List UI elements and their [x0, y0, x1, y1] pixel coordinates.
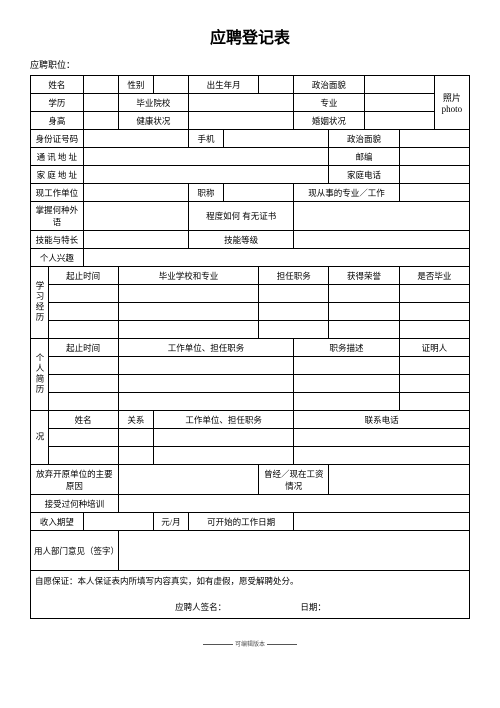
label-postcode: 邮编	[329, 148, 399, 166]
field-health[interactable]	[188, 112, 293, 130]
field-salaryhist[interactable]	[329, 465, 470, 495]
label-homeaddr: 家 庭 地 址	[31, 166, 84, 184]
field-hobby[interactable]	[83, 249, 469, 267]
label-edu: 学历	[31, 94, 84, 112]
section-family: 家庭成员情况	[31, 411, 49, 465]
field-homeaddr[interactable]	[83, 166, 329, 184]
label-id: 身份证号码	[31, 130, 84, 148]
field-level[interactable]	[294, 202, 470, 231]
field-skilllevel[interactable]	[294, 231, 470, 249]
field-name[interactable]	[83, 76, 118, 94]
fam-row[interactable]	[48, 447, 118, 465]
position-label: 应聘职位：	[30, 58, 470, 71]
footer: 可编辑版本	[30, 639, 470, 648]
eduh-duty: 担任职务	[259, 267, 329, 285]
eduh-time: 起止时间	[48, 267, 118, 285]
label-school: 毕业院校	[118, 94, 188, 112]
edu-row[interactable]	[48, 321, 118, 339]
declaration-text: 自愿保证：本人保证表内所填写内容真实，如有虚假，愿受解聘处分。	[35, 575, 466, 587]
field-birth[interactable]	[259, 76, 294, 94]
label-salaryhist: 曾经／现在工资情况	[259, 465, 329, 495]
application-form: 姓名 性别 出生年月 政治面貌 照片 photo 学历 毕业院校 专业 身高 健…	[30, 75, 470, 619]
label-skills: 技能与特长	[31, 231, 84, 249]
eduh-honor: 获得荣誉	[329, 267, 399, 285]
field-lang[interactable]	[83, 202, 188, 231]
label-homephone: 家庭电话	[329, 166, 399, 184]
field-startdate[interactable]	[294, 513, 470, 531]
date-label: 日期：	[300, 602, 326, 612]
label-leave: 放弃开原单位的主要原因	[31, 465, 119, 495]
field-dept[interactable]	[118, 531, 469, 571]
label-unit: 元/月	[153, 513, 188, 531]
label-expect: 收入期望	[31, 513, 84, 531]
famh-name: 姓名	[48, 411, 118, 429]
famh-relation: 关系	[118, 411, 153, 429]
label-startdate: 可开始的工作日期	[188, 513, 293, 531]
label-height: 身高	[31, 112, 84, 130]
label-training: 接受过何种培训	[31, 495, 119, 513]
section-edu: 学习经历	[31, 267, 49, 339]
field-expect[interactable]	[83, 513, 153, 531]
field-currentwork[interactable]	[399, 184, 469, 202]
work-row[interactable]	[48, 375, 118, 393]
declaration-cell: 自愿保证：本人保证表内所填写内容真实，如有虚假，愿受解聘处分。 应聘人签名： 日…	[31, 571, 470, 619]
field-marital[interactable]	[364, 112, 434, 130]
label-marital: 婚姻状况	[294, 112, 364, 130]
label-employer: 现工作单位	[31, 184, 84, 202]
field-skills[interactable]	[83, 231, 188, 249]
field-id[interactable]	[83, 130, 188, 148]
workh-ref: 证明人	[399, 339, 469, 357]
label-politics: 政治面貌	[294, 76, 364, 94]
workh-desc: 职务描述	[294, 339, 399, 357]
field-jobtitle[interactable]	[224, 184, 294, 202]
workh-time: 起止时间	[48, 339, 118, 357]
eduh-school: 毕业学校和专业	[118, 267, 258, 285]
label-birth: 出生年月	[188, 76, 258, 94]
sign-label: 应聘人签名：	[175, 602, 226, 612]
field-edu[interactable]	[83, 94, 118, 112]
photo-box: 照片 photo	[434, 76, 469, 130]
field-politics2[interactable]	[399, 130, 469, 148]
field-postcode[interactable]	[399, 148, 469, 166]
label-dept: 用人部门意见（签字）	[31, 531, 119, 571]
form-title: 应聘登记表	[30, 24, 470, 48]
label-politics2: 政治面貌	[329, 130, 399, 148]
label-currentwork: 现从事的专业／工作	[294, 184, 399, 202]
label-skilllevel: 技能等级	[188, 231, 293, 249]
field-mobile[interactable]	[224, 130, 329, 148]
work-row[interactable]	[48, 393, 118, 411]
label-hobby: 个人兴趣	[31, 249, 84, 267]
famh-phone: 联系电话	[294, 411, 470, 429]
eduh-grad: 是否毕业	[399, 267, 469, 285]
famh-unit: 工作单位、担任职务	[153, 411, 293, 429]
field-addr[interactable]	[83, 148, 329, 166]
field-politics[interactable]	[364, 76, 434, 94]
field-school[interactable]	[188, 94, 293, 112]
edu-row[interactable]	[48, 285, 118, 303]
label-level: 程度如何 有无证书	[188, 202, 293, 231]
label-addr: 通 讯 地 址	[31, 148, 84, 166]
work-row[interactable]	[48, 357, 118, 375]
workh-unit: 工作单位、担任职务	[118, 339, 294, 357]
field-homephone[interactable]	[399, 166, 469, 184]
label-name: 姓名	[31, 76, 84, 94]
field-employer[interactable]	[83, 184, 188, 202]
label-health: 健康状况	[118, 112, 188, 130]
field-height[interactable]	[83, 112, 118, 130]
field-leave[interactable]	[118, 465, 258, 495]
edu-row[interactable]	[48, 303, 118, 321]
label-gender: 性别	[118, 76, 153, 94]
label-jobtitle: 职称	[188, 184, 223, 202]
field-training[interactable]	[118, 495, 469, 513]
fam-row[interactable]	[48, 429, 118, 447]
label-mobile: 手机	[188, 130, 223, 148]
section-work: 个人简历	[31, 339, 49, 411]
label-major: 专业	[294, 94, 364, 112]
label-lang: 掌握何种外语	[31, 202, 84, 231]
field-major[interactable]	[364, 94, 434, 112]
field-gender[interactable]	[153, 76, 188, 94]
